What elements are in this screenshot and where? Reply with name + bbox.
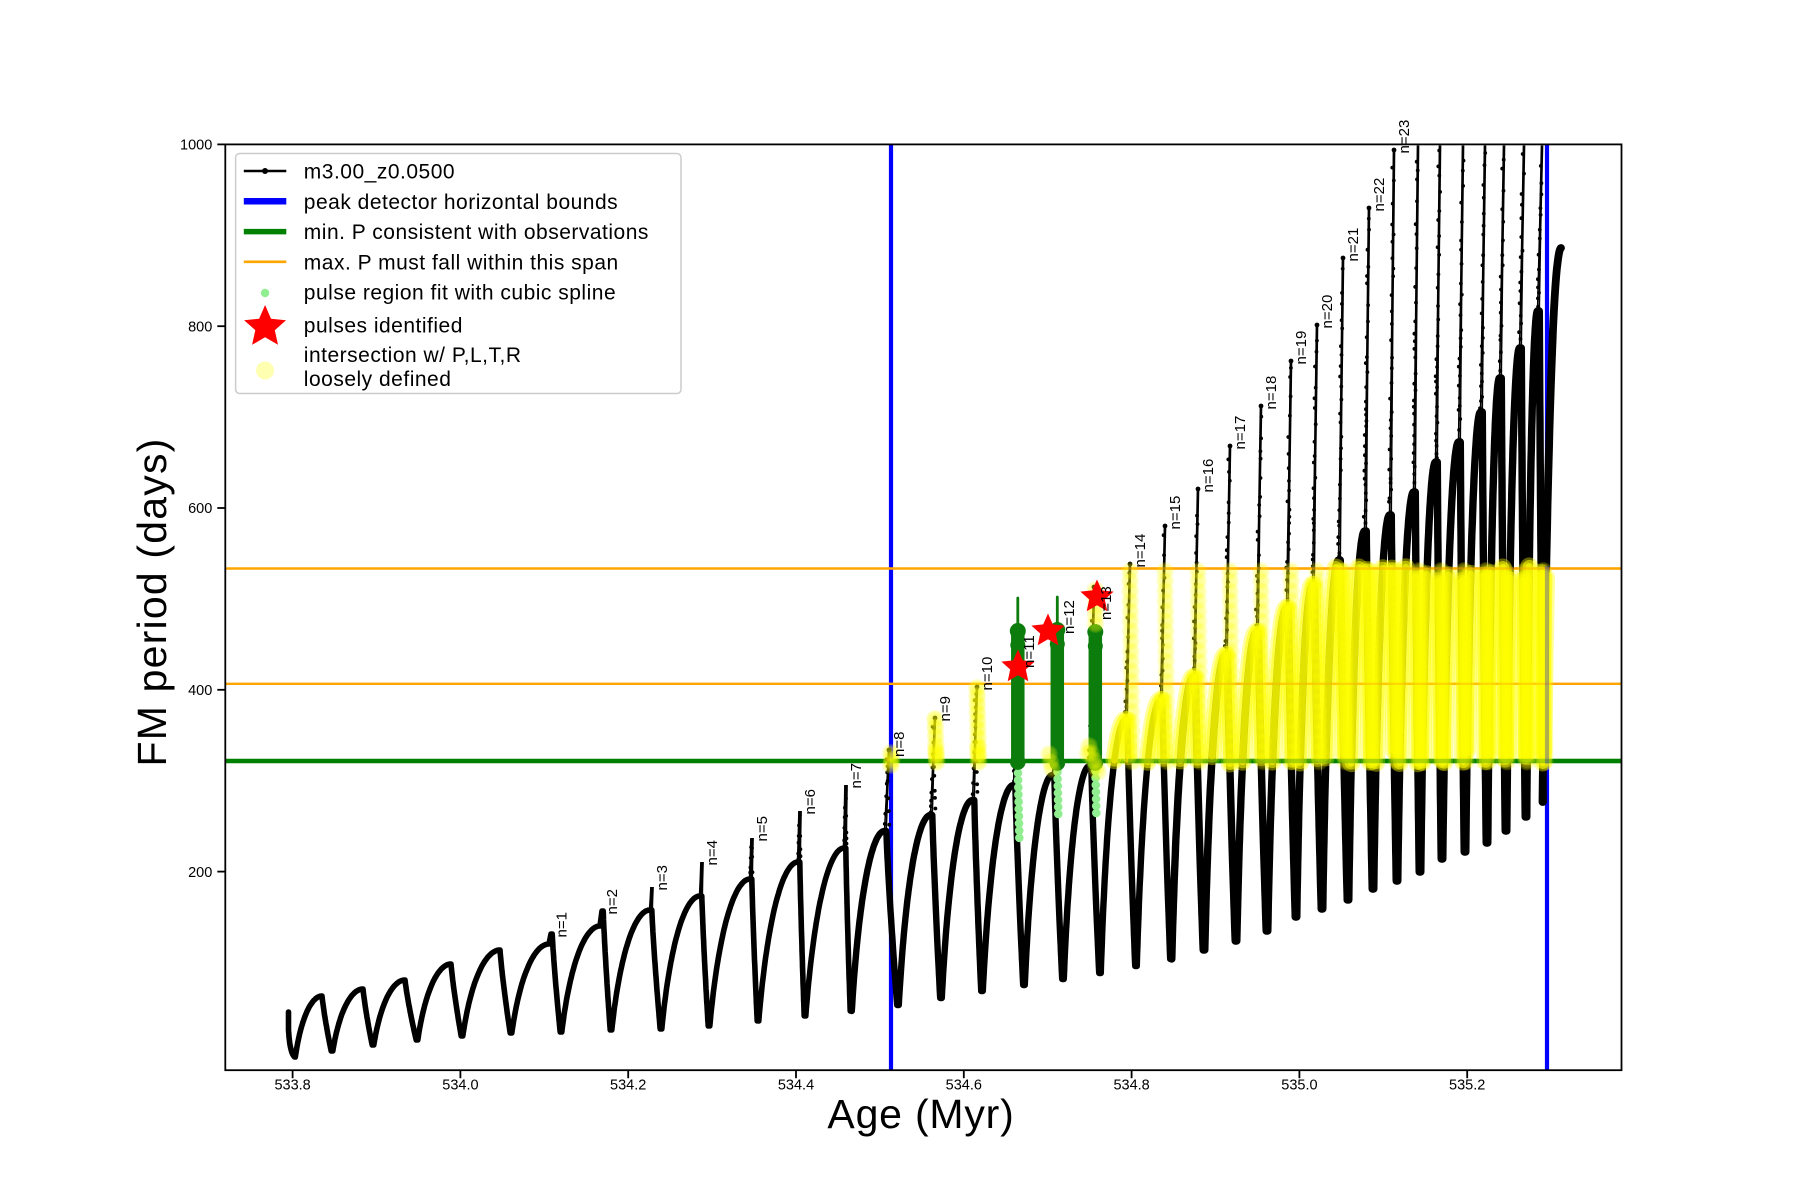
svg-text:pulses identified: pulses identified (304, 314, 463, 337)
svg-text:n=19: n=19 (1293, 331, 1310, 365)
svg-text:200: 200 (188, 865, 212, 881)
svg-text:m3.00_z0.0500: m3.00_z0.0500 (304, 161, 455, 184)
svg-text:loosely defined: loosely defined (304, 368, 452, 391)
svg-text:n=9: n=9 (937, 696, 954, 721)
svg-text:pulse region fit with cubic sp: pulse region fit with cubic spline (304, 282, 616, 305)
svg-text:n=21: n=21 (1345, 228, 1362, 262)
svg-text:n=12: n=12 (1061, 600, 1078, 634)
svg-text:n=16: n=16 (1200, 459, 1217, 493)
svg-text:n=11: n=11 (1021, 635, 1038, 668)
svg-text:n=8: n=8 (891, 732, 908, 757)
svg-text:n=23: n=23 (1396, 120, 1413, 154)
svg-text:600: 600 (188, 501, 212, 517)
svg-text:n=22: n=22 (1371, 178, 1388, 212)
svg-text:n=17: n=17 (1232, 416, 1249, 450)
svg-text:534.6: 534.6 (946, 1078, 982, 1094)
svg-text:800: 800 (188, 319, 212, 335)
svg-text:534.4: 534.4 (778, 1078, 814, 1094)
svg-text:n=20: n=20 (1319, 295, 1336, 329)
svg-text:n=15: n=15 (1167, 496, 1184, 530)
svg-text:534.0: 534.0 (442, 1078, 478, 1094)
svg-text:n=4: n=4 (704, 840, 721, 865)
svg-text:peak detector horizontal bound: peak detector horizontal bounds (304, 191, 618, 214)
svg-text:intersection w/ P,L,T,R: intersection w/ P,L,T,R (304, 344, 522, 367)
svg-text:n=2: n=2 (604, 889, 621, 914)
svg-text:n=5: n=5 (754, 816, 771, 841)
svg-text:max. P must fall within this s: max. P must fall within this span (304, 251, 619, 274)
svg-text:Age (Myr): Age (Myr) (827, 1091, 1014, 1137)
svg-text:535.0: 535.0 (1281, 1078, 1317, 1094)
svg-text:534.2: 534.2 (610, 1078, 646, 1094)
svg-text:n=7: n=7 (848, 763, 865, 788)
svg-text:min. P consistent with observa: min. P consistent with observations (304, 221, 649, 244)
svg-text:n=6: n=6 (802, 789, 819, 814)
svg-text:400: 400 (188, 683, 212, 699)
svg-text:n=10: n=10 (979, 657, 996, 691)
svg-text:n=3: n=3 (654, 865, 671, 890)
svg-text:n=14: n=14 (1132, 534, 1149, 568)
svg-text:535.2: 535.2 (1449, 1078, 1485, 1094)
svg-text:n=18: n=18 (1263, 376, 1280, 410)
svg-text:534.8: 534.8 (1113, 1078, 1149, 1094)
svg-text:FM period (days): FM period (days) (129, 437, 175, 766)
svg-text:533.8: 533.8 (274, 1078, 310, 1094)
svg-text:1000: 1000 (180, 138, 212, 154)
svg-text:n=13: n=13 (1098, 586, 1115, 620)
svg-text:n=1: n=1 (554, 912, 571, 937)
